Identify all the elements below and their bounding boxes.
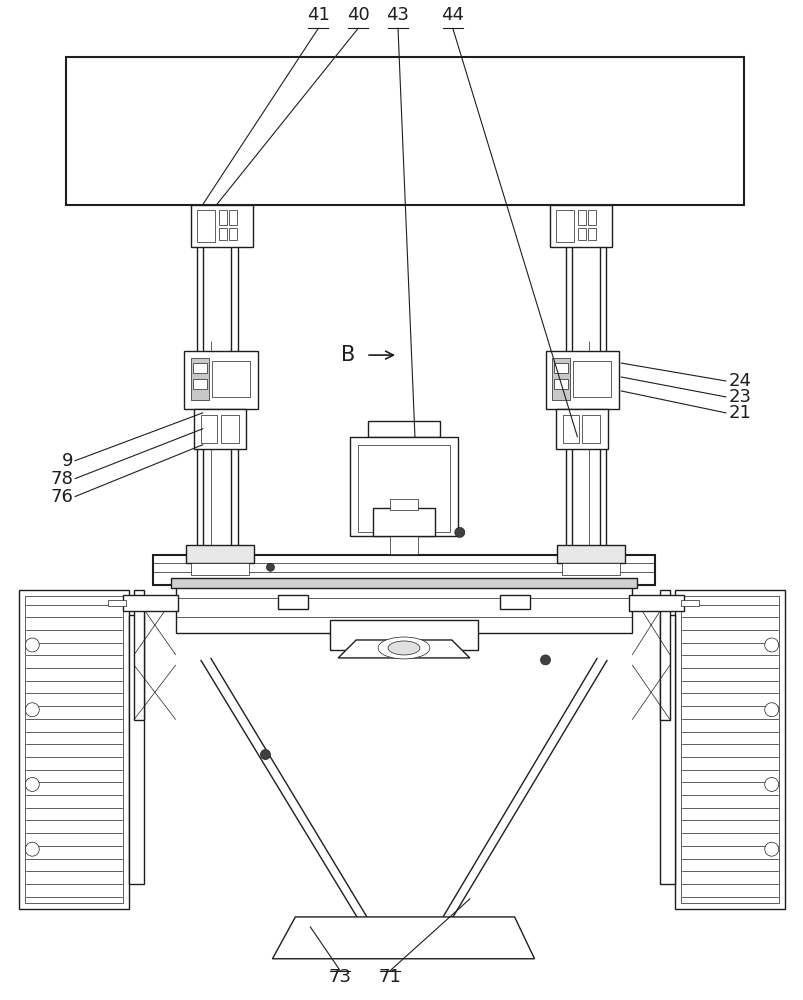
Text: 78: 78 xyxy=(51,470,73,488)
Bar xyxy=(330,620,477,650)
Circle shape xyxy=(266,563,274,571)
Bar xyxy=(176,585,631,633)
Text: 24: 24 xyxy=(728,372,751,390)
Bar xyxy=(550,205,612,247)
Bar xyxy=(389,499,418,510)
Circle shape xyxy=(764,777,778,791)
Bar xyxy=(170,578,637,588)
Bar xyxy=(201,415,216,443)
Bar xyxy=(218,210,226,225)
Bar xyxy=(185,545,253,563)
Circle shape xyxy=(25,842,39,856)
Bar xyxy=(562,563,619,575)
Bar xyxy=(556,409,608,449)
Bar xyxy=(108,600,126,606)
Bar xyxy=(659,590,669,720)
Bar xyxy=(134,590,144,720)
Ellipse shape xyxy=(388,641,419,655)
Bar xyxy=(680,596,778,903)
Text: 76: 76 xyxy=(51,488,73,506)
Bar xyxy=(19,590,128,909)
Bar xyxy=(193,379,206,389)
Bar xyxy=(190,205,252,247)
Circle shape xyxy=(764,842,778,856)
Bar xyxy=(556,545,625,563)
Text: 40: 40 xyxy=(346,6,369,24)
Bar xyxy=(588,228,596,240)
Bar xyxy=(577,228,585,240)
Bar xyxy=(184,351,257,409)
Bar xyxy=(25,596,123,903)
Bar xyxy=(581,415,600,443)
Circle shape xyxy=(454,527,464,537)
Text: 73: 73 xyxy=(328,968,351,986)
Text: B: B xyxy=(340,345,355,365)
Bar xyxy=(554,363,568,373)
Text: 9: 9 xyxy=(62,452,73,470)
Circle shape xyxy=(260,750,270,760)
Bar xyxy=(544,351,618,409)
Bar xyxy=(153,555,654,585)
Text: 44: 44 xyxy=(441,6,464,24)
Bar xyxy=(228,210,236,225)
Bar xyxy=(194,409,245,449)
Bar xyxy=(389,536,418,554)
Bar xyxy=(588,210,596,225)
Bar xyxy=(552,358,569,400)
Text: 71: 71 xyxy=(378,968,401,986)
Bar xyxy=(556,210,573,242)
Bar xyxy=(190,358,209,400)
Bar xyxy=(128,615,144,884)
Bar xyxy=(554,379,568,389)
Circle shape xyxy=(764,703,778,717)
Bar xyxy=(675,590,784,909)
Bar xyxy=(680,600,698,606)
Bar xyxy=(577,210,585,225)
Circle shape xyxy=(764,638,778,652)
Bar xyxy=(123,595,177,611)
Bar xyxy=(357,445,449,532)
Bar xyxy=(659,615,675,884)
Ellipse shape xyxy=(377,637,430,659)
Bar xyxy=(573,361,610,397)
Bar xyxy=(350,437,457,536)
Bar xyxy=(66,57,743,205)
Polygon shape xyxy=(338,640,469,658)
Circle shape xyxy=(25,777,39,791)
Polygon shape xyxy=(272,917,534,959)
Bar xyxy=(193,363,206,373)
Bar xyxy=(190,563,248,575)
Bar xyxy=(368,421,439,437)
Circle shape xyxy=(25,703,39,717)
Circle shape xyxy=(540,655,550,665)
Bar xyxy=(197,210,214,242)
Bar xyxy=(629,595,683,611)
Bar xyxy=(211,361,249,397)
Bar xyxy=(218,228,226,240)
Text: 21: 21 xyxy=(728,404,751,422)
Text: 41: 41 xyxy=(307,6,329,24)
Text: 23: 23 xyxy=(728,388,751,406)
Bar xyxy=(220,415,238,443)
Text: 43: 43 xyxy=(386,6,409,24)
Bar xyxy=(499,595,529,609)
Bar xyxy=(373,508,434,536)
Circle shape xyxy=(25,638,39,652)
Bar xyxy=(278,595,308,609)
Bar xyxy=(563,415,579,443)
Bar xyxy=(228,228,236,240)
